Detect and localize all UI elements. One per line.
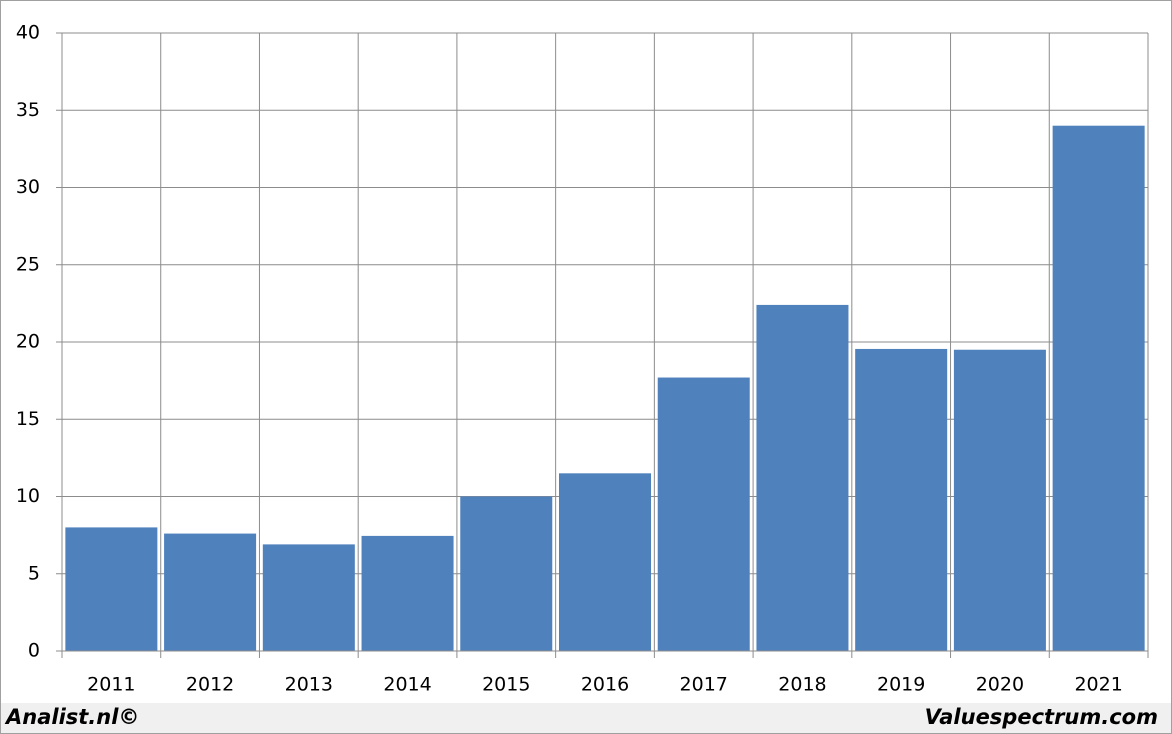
y-tick-label: 35 — [16, 99, 40, 121]
y-tick-label: 5 — [28, 562, 40, 584]
bar — [361, 535, 454, 651]
bar — [756, 304, 849, 651]
x-tick-label: 2020 — [976, 674, 1024, 696]
bar — [558, 473, 652, 651]
x-tick-label: 2016 — [581, 674, 629, 696]
bar — [953, 349, 1046, 651]
bar — [1052, 125, 1145, 651]
y-tick-label: 20 — [16, 331, 40, 353]
x-tick-label: 2011 — [87, 674, 135, 696]
y-tick-label: 40 — [16, 22, 40, 44]
footer-left: Analist.nl© — [4, 705, 139, 729]
x-tick-label: 2021 — [1074, 674, 1122, 696]
bar — [657, 377, 750, 651]
y-tick-label: 10 — [16, 485, 40, 507]
x-tick-label: 2019 — [877, 674, 925, 696]
x-tick-label: 2017 — [680, 674, 728, 696]
bar — [65, 527, 158, 651]
x-tick-label: 2014 — [383, 674, 431, 696]
x-tick-label: 2012 — [186, 674, 234, 696]
y-tick-label: 15 — [16, 408, 40, 430]
footer-right: Valuespectrum.com — [925, 705, 1158, 729]
bar — [855, 348, 948, 651]
bar — [164, 533, 257, 651]
x-tick-label: 2018 — [778, 674, 826, 696]
bar — [262, 544, 355, 651]
y-tick-label: 25 — [16, 253, 40, 275]
y-tick-label: 0 — [28, 640, 40, 662]
x-tick-label: 2015 — [482, 674, 530, 696]
y-tick-label: 30 — [16, 176, 40, 198]
x-tick-label: 2013 — [285, 674, 333, 696]
bar — [460, 496, 553, 651]
footer-strip — [1, 703, 1171, 733]
